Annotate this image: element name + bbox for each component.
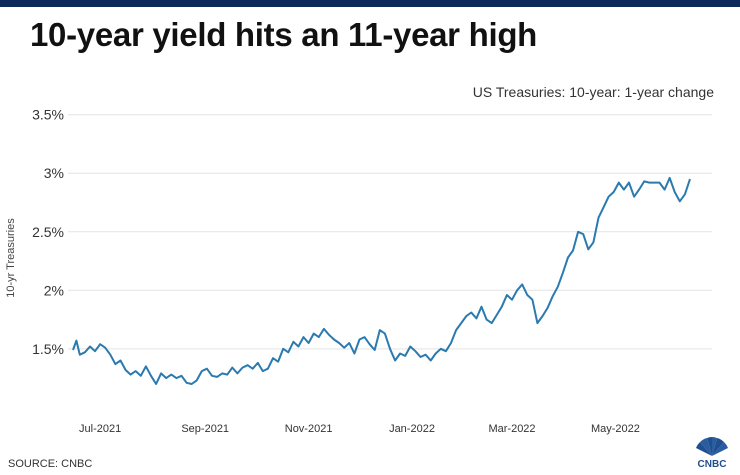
y-tick-label: 1.5% bbox=[32, 341, 64, 357]
x-axis-ticks: Jul-2021 Sep-2021 Nov-2021 Jan-2022 Mar-2022… bbox=[79, 423, 640, 435]
gridlines bbox=[68, 114, 712, 350]
x-tick-label: Mar-2022 bbox=[488, 423, 535, 435]
chart-subtitle: US Treasuries: 10-year: 1-year change bbox=[472, 84, 714, 100]
top-accent-bar bbox=[0, 0, 740, 7]
logo-text: CNBC bbox=[698, 459, 727, 470]
x-tick-label: Jul-2021 bbox=[79, 423, 121, 435]
series-layer bbox=[72, 176, 691, 385]
x-tick-label: May-2022 bbox=[591, 423, 640, 435]
x-tick-label: Sep-2021 bbox=[181, 423, 229, 435]
peacock-icon bbox=[696, 437, 728, 456]
y-tick-label: 3.5% bbox=[32, 107, 64, 123]
chart-title: 10-year yield hits an 11-year high bbox=[30, 16, 538, 53]
y-axis-ticks: 1.5% 2% 2.5% 3% 3.5% bbox=[32, 107, 64, 357]
cnbc-logo: CNBC bbox=[696, 437, 728, 470]
y-tick-label: 2% bbox=[44, 282, 64, 298]
x-tick-label: Nov-2021 bbox=[285, 423, 333, 435]
y-tick-label: 2.5% bbox=[32, 224, 64, 240]
y-tick-label: 3% bbox=[44, 165, 64, 181]
source-note: SOURCE: CNBC bbox=[8, 458, 93, 470]
series-line bbox=[72, 176, 691, 385]
x-tick-label: Jan-2022 bbox=[389, 423, 435, 435]
